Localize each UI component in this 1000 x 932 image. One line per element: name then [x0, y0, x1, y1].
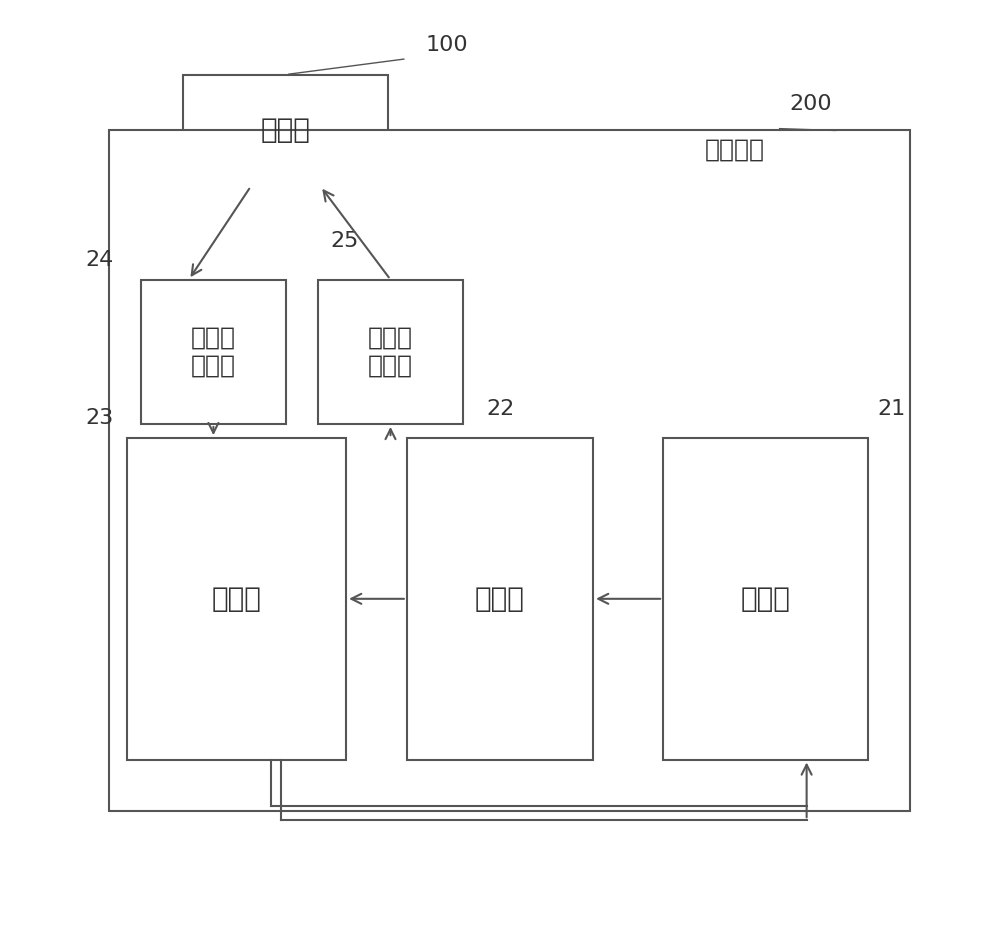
Text: 200: 200: [789, 94, 832, 114]
Text: 25: 25: [330, 231, 359, 251]
Text: 控制终端: 控制终端: [705, 138, 765, 161]
Text: 输入部: 输入部: [475, 584, 525, 613]
Text: 信号发
送模块: 信号发 送模块: [368, 326, 413, 377]
FancyBboxPatch shape: [127, 438, 346, 760]
Text: 21: 21: [877, 399, 906, 418]
FancyBboxPatch shape: [663, 438, 868, 760]
Text: 空调器: 空调器: [261, 116, 311, 144]
FancyBboxPatch shape: [109, 130, 910, 811]
Text: 信号接
收模块: 信号接 收模块: [191, 326, 236, 377]
Text: 23: 23: [85, 408, 114, 428]
FancyBboxPatch shape: [183, 75, 388, 186]
Text: 22: 22: [486, 399, 514, 418]
FancyBboxPatch shape: [318, 280, 463, 424]
Text: 显示部: 显示部: [741, 584, 791, 613]
Text: 控制部: 控制部: [212, 584, 262, 613]
Text: 100: 100: [425, 35, 468, 55]
FancyBboxPatch shape: [407, 438, 593, 760]
FancyBboxPatch shape: [141, 280, 286, 424]
Text: 24: 24: [85, 250, 114, 269]
